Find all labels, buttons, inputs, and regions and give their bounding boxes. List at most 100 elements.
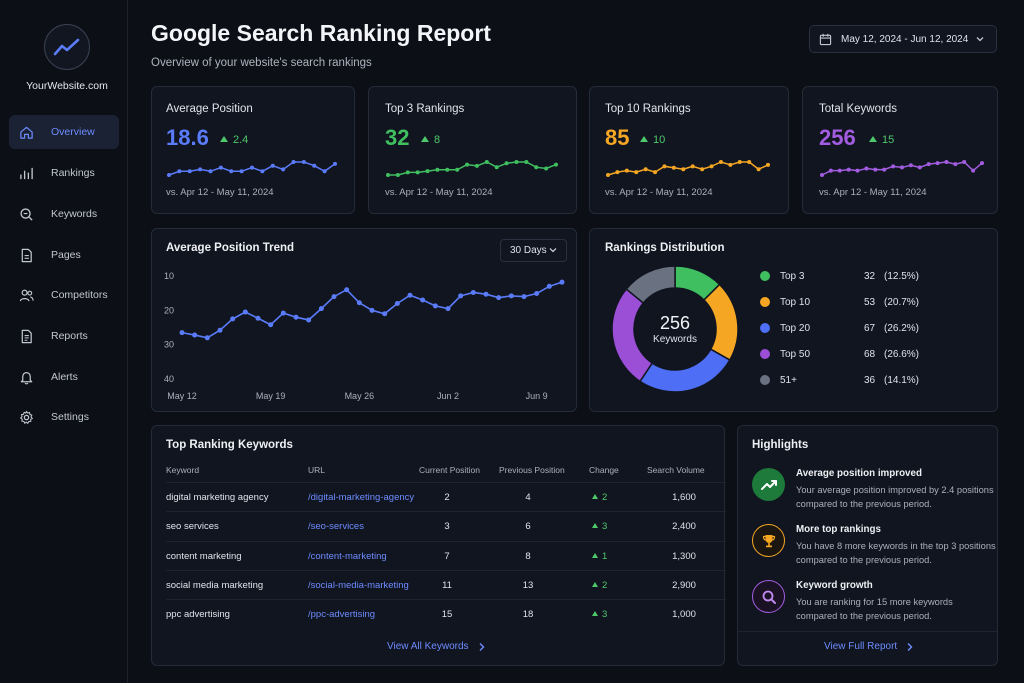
- sparkline-point: [415, 170, 420, 175]
- sparkline-point: [766, 162, 770, 167]
- highlight-desc: Your average position improved by 2.4 po…: [796, 485, 994, 509]
- chart-title: Average Position Trend: [166, 242, 295, 254]
- sparkline-point: [917, 165, 922, 170]
- sparkline-point: [494, 165, 499, 170]
- sparkline-point: [445, 167, 450, 172]
- chevron-right-icon: [906, 642, 914, 652]
- kpi-value: 85: [605, 125, 630, 150]
- sparkline-point: [281, 167, 286, 172]
- sparkline-point: [291, 160, 296, 164]
- data-point: [559, 279, 565, 285]
- sidebar-item-competitors[interactable]: Competitors: [9, 278, 119, 312]
- kpi-sparkline: [167, 160, 337, 177]
- legend-dot: [760, 271, 770, 281]
- table-row[interactable]: seo services/seo-services 3 6 3 2,400: [166, 511, 726, 540]
- arrow-up-icon: [220, 136, 228, 142]
- legend-count: 36: [864, 374, 876, 386]
- kpi-card-top10: Top 10 Rankings 85 10 vs. Apr 12 - May 1…: [589, 86, 789, 214]
- highlight-item: Average position improved Your average p…: [752, 468, 994, 514]
- search-volume-cell: 2,400: [672, 521, 696, 533]
- current-position-cell: 2: [444, 492, 450, 503]
- sparkline-point: [465, 162, 470, 167]
- date-range-picker[interactable]: May 12, 2024 - Jun 12, 2024: [809, 25, 997, 53]
- legend-label: 51+: [780, 374, 797, 386]
- data-point: [217, 327, 223, 333]
- sidebar-item-overview[interactable]: Overview: [9, 115, 119, 149]
- keyword-cell: seo services: [166, 521, 219, 533]
- sparkline-point: [643, 167, 648, 172]
- table-row[interactable]: social media marketing/social-media-mark…: [166, 569, 726, 599]
- url-link[interactable]: /social-media-marketing: [308, 579, 409, 591]
- sidebar-item-settings[interactable]: Settings: [9, 400, 119, 434]
- table-row[interactable]: digital marketing agency/digital-marketi…: [166, 482, 726, 511]
- sparkline-point: [455, 167, 460, 172]
- previous-position-cell: 8: [525, 550, 531, 562]
- url-link[interactable]: /ppc-advertising: [308, 609, 376, 621]
- sparkline-point: [474, 163, 479, 168]
- x-tick-label: Jun 2: [437, 391, 459, 401]
- view-full-label: View Full Report: [824, 641, 898, 652]
- table-row[interactable]: content marketing/content-marketing 7 8 1 1,…: [166, 540, 726, 570]
- url-link[interactable]: /content-marketing: [308, 550, 387, 562]
- url-link[interactable]: /seo-services: [308, 521, 364, 533]
- highlight-desc: You have 8 more keywords in the top 3 po…: [796, 541, 996, 565]
- sidebar-item-pages[interactable]: Pages: [9, 238, 119, 272]
- legend-dot: [760, 349, 770, 359]
- sparkline-point: [534, 165, 539, 170]
- sparkline-point: [953, 162, 958, 167]
- sparkline-point: [900, 165, 904, 170]
- data-point: [394, 300, 400, 306]
- legend-item: Top 3 32 (12.5%): [760, 269, 960, 283]
- sidebar-item-rankings[interactable]: Rankings: [9, 156, 119, 190]
- search-volume-cell: 1,300: [672, 550, 696, 562]
- kpi-compare: vs. Apr 12 - May 11, 2024: [605, 187, 713, 198]
- sparkline-point: [606, 173, 610, 177]
- arrow-up-icon: [421, 136, 429, 142]
- table-title: Top Ranking Keywords: [166, 439, 293, 451]
- legend-label: Top 50: [780, 348, 811, 360]
- data-point: [306, 317, 312, 323]
- change-value: 2: [602, 579, 608, 591]
- legend-count: 67: [864, 322, 876, 334]
- logo[interactable]: [44, 24, 90, 70]
- previous-position-cell: 6: [525, 521, 531, 533]
- sparkline-point: [926, 162, 931, 167]
- range-dropdown[interactable]: 30 Days: [500, 239, 567, 262]
- x-tick-label: May 12: [167, 391, 197, 401]
- keyword-cell: social media marketing: [166, 579, 264, 591]
- kpi-title: Top 10 Rankings: [605, 103, 691, 115]
- keyword-cell: digital marketing agency: [166, 492, 269, 503]
- highlight-title: Average position improved: [796, 468, 922, 479]
- kpi-delta-value: 2.4: [233, 134, 249, 146]
- arrow-up-icon: [869, 136, 877, 142]
- legend-label: Top 3: [780, 270, 805, 282]
- y-tick-label: 30: [164, 340, 174, 350]
- sparkline-point: [260, 169, 265, 174]
- sidebar-item-label: Pages: [51, 249, 81, 261]
- sparkline-point: [737, 160, 742, 164]
- data-point: [521, 294, 527, 300]
- sparkline-point: [239, 169, 244, 174]
- sparkline-point: [756, 167, 761, 172]
- view-full-report-link[interactable]: View Full Report: [824, 641, 914, 652]
- change-value: 2: [602, 492, 608, 503]
- bell-icon: [18, 369, 34, 385]
- donut-total-label: Keywords: [653, 334, 697, 345]
- arrow-up-icon: [592, 494, 598, 499]
- sidebar-item-reports[interactable]: Reports: [9, 319, 119, 353]
- sparkline-line: [388, 161, 557, 176]
- kpi-delta: 8: [421, 134, 440, 146]
- url-link[interactable]: /digital-marketing-agency: [308, 492, 415, 503]
- arrow-up-icon: [592, 523, 598, 529]
- document-icon: [18, 247, 34, 263]
- arrow-up-icon: [592, 552, 598, 558]
- sparkline-line: [607, 161, 769, 176]
- sidebar-item-keywords[interactable]: Keywords: [9, 197, 119, 231]
- sidebar-item-alerts[interactable]: Alerts: [9, 360, 119, 394]
- sparkline-point: [962, 160, 967, 164]
- view-all-keywords-link[interactable]: View All Keywords: [387, 641, 486, 652]
- sparkline-point: [653, 170, 658, 175]
- column-header: URL: [308, 465, 326, 475]
- data-point: [407, 292, 413, 298]
- table-row[interactable]: ppc advertising/ppc-advertising 15 18 3 1,00…: [166, 599, 726, 628]
